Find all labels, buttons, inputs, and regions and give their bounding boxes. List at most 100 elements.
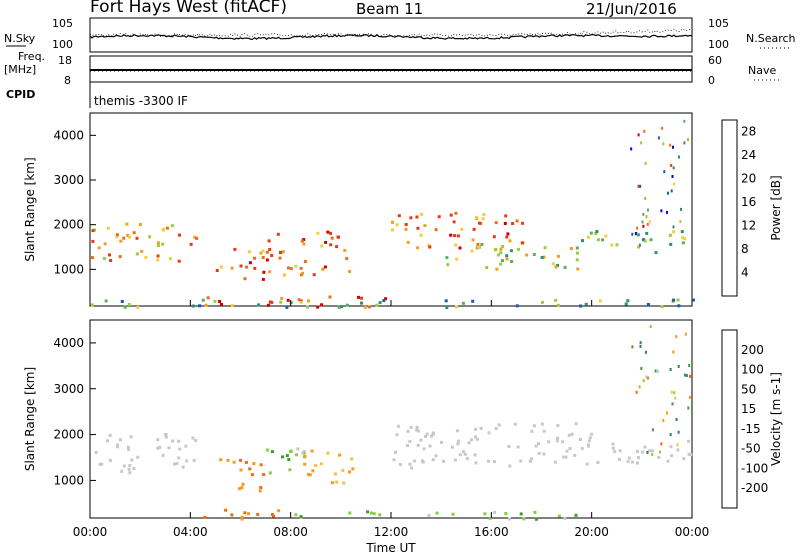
power-cell — [122, 236, 126, 240]
velocity-cell — [669, 445, 673, 449]
velocity-cell — [127, 467, 131, 471]
power-cell — [259, 251, 263, 255]
power-cell — [278, 256, 282, 260]
velocity-cell — [369, 511, 373, 515]
power-cell — [324, 240, 328, 244]
velocity-cell — [314, 464, 318, 468]
velocity-cell — [657, 369, 659, 373]
velocity-cell — [450, 445, 454, 449]
velocity-cell — [670, 390, 673, 394]
power-colorbar-label: Power [dB] — [769, 175, 783, 240]
velocity-cell — [613, 450, 617, 454]
power-cell — [348, 270, 352, 273]
velocity-cell — [461, 450, 465, 454]
velocity-cell — [164, 435, 168, 439]
velocity-cell — [296, 447, 300, 451]
power-cell — [508, 239, 512, 243]
velocity-cell — [226, 458, 230, 462]
velocity-cell — [240, 515, 244, 519]
power-cell — [542, 255, 546, 259]
power-cell — [668, 233, 672, 237]
velocity-cell — [641, 450, 644, 454]
velocity-cell — [427, 513, 431, 517]
power-cell — [126, 234, 130, 237]
velocity-cell — [473, 435, 477, 439]
power-cell — [672, 145, 674, 149]
power-cell — [540, 300, 544, 304]
velocity-cell — [239, 458, 243, 462]
power-cell — [170, 224, 174, 228]
velocity-cell — [272, 514, 275, 518]
velocity-cell — [392, 458, 396, 462]
power-cell — [219, 265, 223, 269]
power-cell — [639, 184, 642, 188]
velocity-cell — [642, 379, 645, 383]
power-cell — [476, 243, 480, 246]
power-cell — [471, 238, 475, 242]
power-cell — [680, 207, 682, 211]
power-cell — [505, 254, 509, 258]
velocity-cell — [122, 464, 126, 468]
velocity-cell — [557, 514, 561, 518]
power-cell — [329, 243, 333, 247]
velocity-cell — [672, 350, 675, 354]
velocity-cell — [470, 438, 474, 442]
power-cell — [673, 182, 675, 186]
velocity-cell — [116, 445, 120, 449]
power-cell — [543, 246, 547, 250]
power-cell — [289, 301, 293, 305]
velocity-cell — [302, 450, 306, 453]
power-cell — [91, 256, 94, 260]
nsky-label: N.Sky — [4, 32, 36, 45]
velocity-cell — [108, 433, 112, 437]
velocity-cell — [259, 486, 263, 490]
power-cell — [257, 303, 261, 307]
velocity-cell — [556, 436, 560, 440]
power-cell — [261, 277, 265, 281]
velocity-cell — [232, 460, 236, 464]
velocity-cell — [636, 449, 639, 453]
velocity-cell — [252, 462, 256, 465]
velocity-cell — [277, 509, 281, 513]
velocity-cell — [676, 448, 680, 452]
power-cell — [268, 248, 272, 251]
velocity-cell — [406, 429, 410, 433]
power-ytick-label: 3000 — [53, 173, 84, 187]
power-cell — [312, 273, 316, 277]
power-cell — [243, 277, 247, 281]
power-cell — [360, 296, 364, 300]
velocity-cell — [396, 424, 400, 428]
power-cell — [120, 300, 124, 303]
velocity-cell — [167, 446, 171, 450]
power-cell — [501, 245, 505, 248]
freq-unit-label: [MHz] — [4, 63, 37, 76]
power-cell — [404, 227, 408, 231]
velocity-cell — [239, 468, 243, 472]
power-cell — [683, 237, 687, 241]
velocity-cell — [410, 466, 414, 470]
velocity-cell — [562, 455, 566, 459]
velocity-cell — [238, 487, 241, 491]
velocity-cell — [256, 512, 260, 516]
power-cell — [261, 256, 265, 259]
velocity-colorbar-tick: 50 — [741, 382, 756, 396]
velocity-cell — [479, 426, 483, 430]
power-cell — [395, 223, 399, 227]
velocity-cell — [398, 463, 402, 466]
power-cell — [195, 236, 199, 240]
velocity-cell — [579, 438, 582, 441]
velocity-cell — [164, 433, 168, 437]
velocity-cell — [666, 459, 670, 463]
velocity-cell — [422, 447, 426, 451]
velocity-cell — [651, 453, 654, 456]
power-cell — [499, 251, 503, 255]
power-cell — [480, 243, 484, 246]
velocity-cell — [119, 438, 122, 442]
velocity-cell — [573, 453, 577, 457]
velocity-cell — [303, 455, 307, 458]
power-cell — [416, 246, 420, 250]
xtick-label: 08:00 — [273, 525, 308, 539]
velocity-cell — [310, 449, 314, 453]
velocity-cell — [419, 438, 423, 442]
power-cell — [453, 234, 457, 238]
